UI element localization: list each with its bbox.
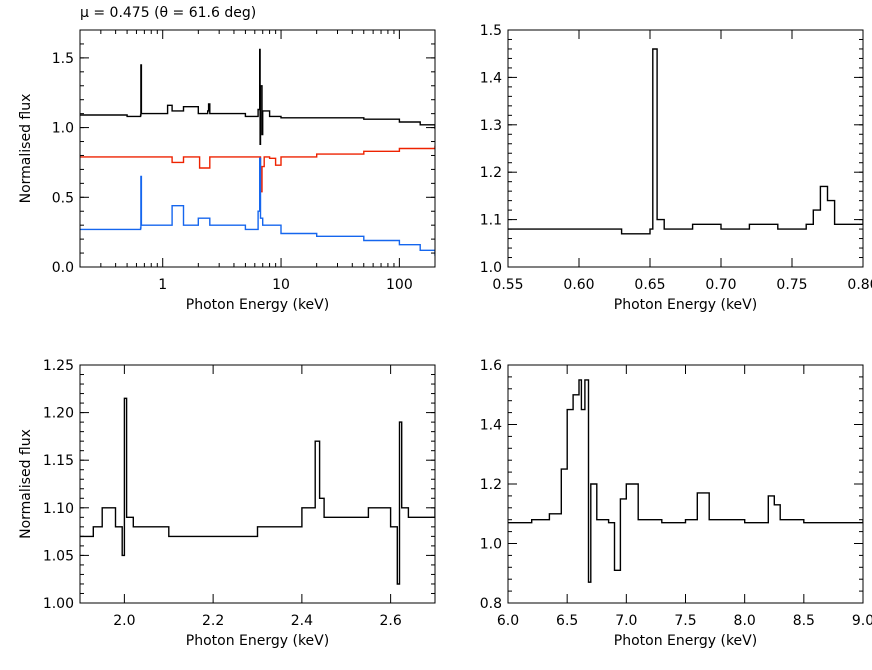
plot-frame [79, 364, 436, 604]
chart-panel-zoom-1.9-2.7: 2.0 2.2 2.4 2.6 1.00 1.05 1.10 1.15 1.20 1.25 Phot… [18, 358, 436, 649]
series-line-2 [80, 157, 435, 256]
plot-frame [79, 29, 436, 268]
y-tick-label: 1.1 [480, 213, 502, 229]
x-tick-label: 8.5 [793, 613, 815, 629]
x-tick-label: 2.0 [113, 613, 135, 629]
x-tick-label: 0.65 [634, 277, 665, 293]
figure-title: μ = 0.475 (θ = 61.6 deg) [80, 5, 256, 21]
y-axis-label: Normalised flux [18, 94, 34, 204]
chart-panel-broadband: 1 10 100 0.0 0.5 1.0 1.5 Photon Energy (keV) Nor… [18, 29, 436, 313]
y-tick-label: 1.10 [43, 501, 74, 517]
x-tick-label: 1 [158, 277, 167, 293]
chart-panels: 1 10 100 0.0 0.5 1.0 1.5 Photon Energy (keV) Nor… [18, 23, 872, 649]
x-axis-label: Photon Energy (keV) [614, 297, 757, 313]
x-tick-label: 6.5 [556, 613, 578, 629]
y-tick-label: 1.00 [43, 596, 74, 612]
x-tick-label: 7.5 [674, 613, 696, 629]
x-tick-label: 0.55 [492, 277, 523, 293]
x-tick-label: 8.0 [734, 613, 756, 629]
y-tick-label: 1.20 [43, 406, 74, 422]
chart-panel-zoom-6.0-9.0: 6.0 6.5 7.0 7.5 8.0 8.5 9.0 0.8 1.0 1.2 1.4 1.6 Phot… [480, 358, 872, 649]
y-tick-label: 1.3 [480, 118, 502, 134]
y-tick-label: 0.0 [52, 260, 74, 276]
series-line-0 [508, 48, 863, 235]
y-tick-label: 1.05 [43, 548, 74, 564]
y-axis-label: Normalised flux [18, 429, 34, 539]
x-tick-label: 10 [272, 277, 290, 293]
y-tick-label: 1.4 [480, 70, 502, 86]
x-axis-label: Photon Energy (keV) [186, 633, 329, 649]
y-tick-label: 1.2 [480, 165, 502, 181]
x-tick-label: 2.6 [379, 613, 401, 629]
y-tick-label: 1.6 [480, 358, 502, 374]
x-tick-label: 7.0 [615, 613, 637, 629]
x-tick-label: 0.80 [847, 277, 872, 293]
y-tick-label: 1.15 [43, 453, 74, 469]
x-tick-label: 100 [386, 277, 413, 293]
series-line-1 [80, 145, 435, 193]
y-tick-label: 1.0 [480, 537, 502, 553]
x-tick-label: 2.4 [291, 613, 313, 629]
plot-frame [507, 29, 864, 268]
chart-panel-zoom-0.55-0.80: 0.55 0.60 0.65 0.70 0.75 0.80 1.0 1.1 1.2 1.3 1.4 1… [480, 23, 872, 313]
y-tick-label: 1.0 [52, 121, 74, 137]
x-axis-label: Photon Energy (keV) [614, 633, 757, 649]
y-tick-label: 1.0 [480, 260, 502, 276]
x-tick-label: 0.60 [563, 277, 594, 293]
x-tick-label: 9.0 [852, 613, 872, 629]
y-tick-label: 0.5 [52, 190, 74, 206]
series-line-0 [80, 48, 435, 145]
y-tick-label: 1.5 [480, 23, 502, 39]
x-tick-label: 2.2 [202, 613, 224, 629]
x-tick-label: 0.75 [776, 277, 807, 293]
series-line-0 [80, 397, 435, 585]
series-line-0 [508, 379, 863, 583]
x-tick-label: 0.70 [705, 277, 736, 293]
y-tick-label: 1.25 [43, 358, 74, 374]
x-axis-label: Photon Energy (keV) [186, 297, 329, 313]
x-tick-label: 6.0 [497, 613, 519, 629]
y-tick-label: 1.2 [480, 477, 502, 493]
y-tick-label: 1.5 [52, 51, 74, 67]
y-tick-label: 0.8 [480, 596, 502, 612]
y-tick-label: 1.4 [480, 418, 502, 434]
